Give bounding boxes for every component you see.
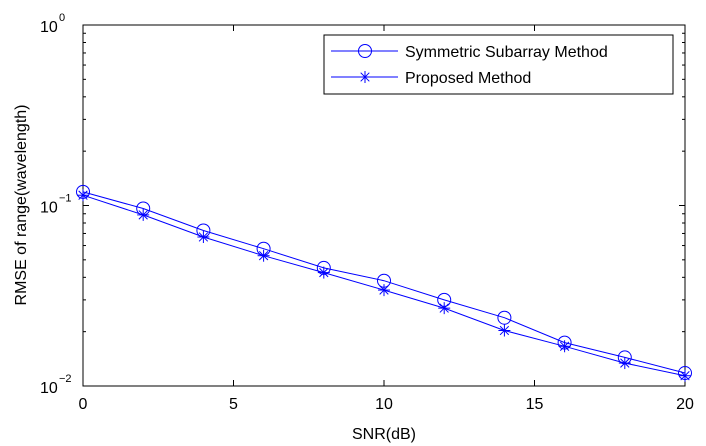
data-point-proposed: [618, 357, 631, 370]
legend: Symmetric Subarray Method Proposed Metho…: [323, 34, 674, 95]
y-tick-label-base: 10: [40, 19, 58, 36]
series-line-symmetric: [82, 191, 686, 374]
data-point-proposed: [317, 266, 330, 279]
y-tick-label-exponent: −1: [59, 193, 72, 205]
x-tick-label: 15: [526, 396, 544, 413]
legend-marker-proposed: [359, 71, 371, 83]
data-point-proposed: [438, 302, 451, 315]
legend-label-proposed: Proposed Method: [405, 70, 531, 87]
x-tick-label: 0: [79, 396, 88, 413]
x-tick-label: 20: [676, 396, 694, 413]
data-point-proposed: [77, 189, 89, 202]
y-tick-label-base: 10: [40, 380, 58, 397]
data-point-symmetric: [497, 310, 512, 325]
legend-asterisk-glyph: [359, 71, 371, 83]
legend-marker-symmetric: [358, 44, 372, 58]
legend-label-symmetric: Symmetric Subarray Method: [405, 44, 608, 61]
x-axis-label: SNR(dB): [352, 426, 416, 443]
data-point-proposed: [679, 369, 691, 382]
data-point-proposed: [558, 340, 571, 353]
data-point-proposed: [378, 284, 390, 297]
y-tick-label-exponent: 0: [59, 12, 65, 24]
y-tick-label-base: 10: [40, 200, 58, 217]
series-markers: [76, 184, 692, 382]
data-point-proposed: [498, 324, 511, 337]
legend-box: [323, 34, 674, 95]
data-point-proposed: [137, 208, 150, 221]
x-tick-label: 5: [229, 396, 238, 413]
data-point-proposed: [197, 231, 210, 244]
data-point-proposed: [257, 249, 270, 262]
x-tick-label: 10: [375, 396, 393, 413]
y-axis-label: RMSE of range(wavelength): [13, 105, 30, 306]
y-tick-label-exponent: −2: [59, 373, 72, 385]
